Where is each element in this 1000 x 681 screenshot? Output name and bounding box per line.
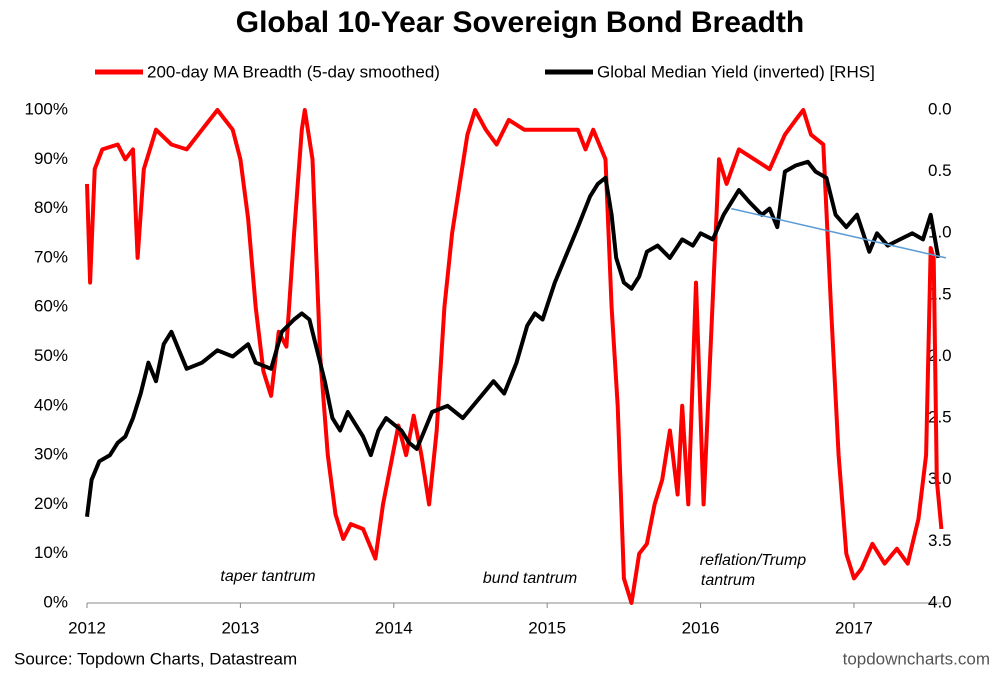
y2-tick-label: 2.5 <box>928 408 952 427</box>
legend-label: 200-day MA Breadth (5-day smoothed) <box>147 62 440 81</box>
source: Source: Topdown Charts, Datastream <box>14 649 297 668</box>
trend-line <box>731 207 947 259</box>
y-tick-label: 100% <box>25 99 68 118</box>
annotation: bund tantrum <box>483 570 577 587</box>
y2-tick-label: 3.5 <box>928 531 952 550</box>
y-tick-label: 20% <box>34 494 68 513</box>
y2-tick-label: 3.0 <box>928 469 952 488</box>
y-tick-label: 60% <box>34 297 68 316</box>
y-tick-label: 30% <box>34 445 68 464</box>
chart-title: Global 10-Year Sovereign Bond Breadth <box>236 6 804 39</box>
y-tick-label: 0% <box>43 592 68 611</box>
annotation: tantrum <box>701 572 755 589</box>
y-tick-label: 90% <box>34 149 68 168</box>
series-line <box>85 108 944 605</box>
x-tick-label: 2015 <box>528 618 566 637</box>
y-tick-label: 80% <box>34 198 68 217</box>
x-tick-label: 2016 <box>682 618 720 637</box>
y2-tick-label: 2.0 <box>928 346 952 365</box>
y-tick-label: 40% <box>34 395 68 414</box>
x-tick-label: 2012 <box>68 618 106 637</box>
y-tick-label: 10% <box>34 543 68 562</box>
y2-tick-label: 0.5 <box>928 161 952 180</box>
y-tick-label: 70% <box>34 247 68 266</box>
annotation: reflation/Trump <box>700 552 807 569</box>
y2-tick-label: 4.0 <box>928 592 952 611</box>
legend-label: Global Median Yield (inverted) [RHS] <box>597 62 875 81</box>
y2-tick-label: 0.0 <box>928 99 952 118</box>
series-line <box>85 159 941 517</box>
annotation: taper tantrum <box>220 568 315 585</box>
y-tick-label: 50% <box>34 346 68 365</box>
watermark: topdowncharts.com <box>843 649 990 668</box>
x-tick-label: 2013 <box>221 618 259 637</box>
x-tick-label: 2017 <box>835 618 873 637</box>
x-tick-label: 2014 <box>375 618 413 637</box>
